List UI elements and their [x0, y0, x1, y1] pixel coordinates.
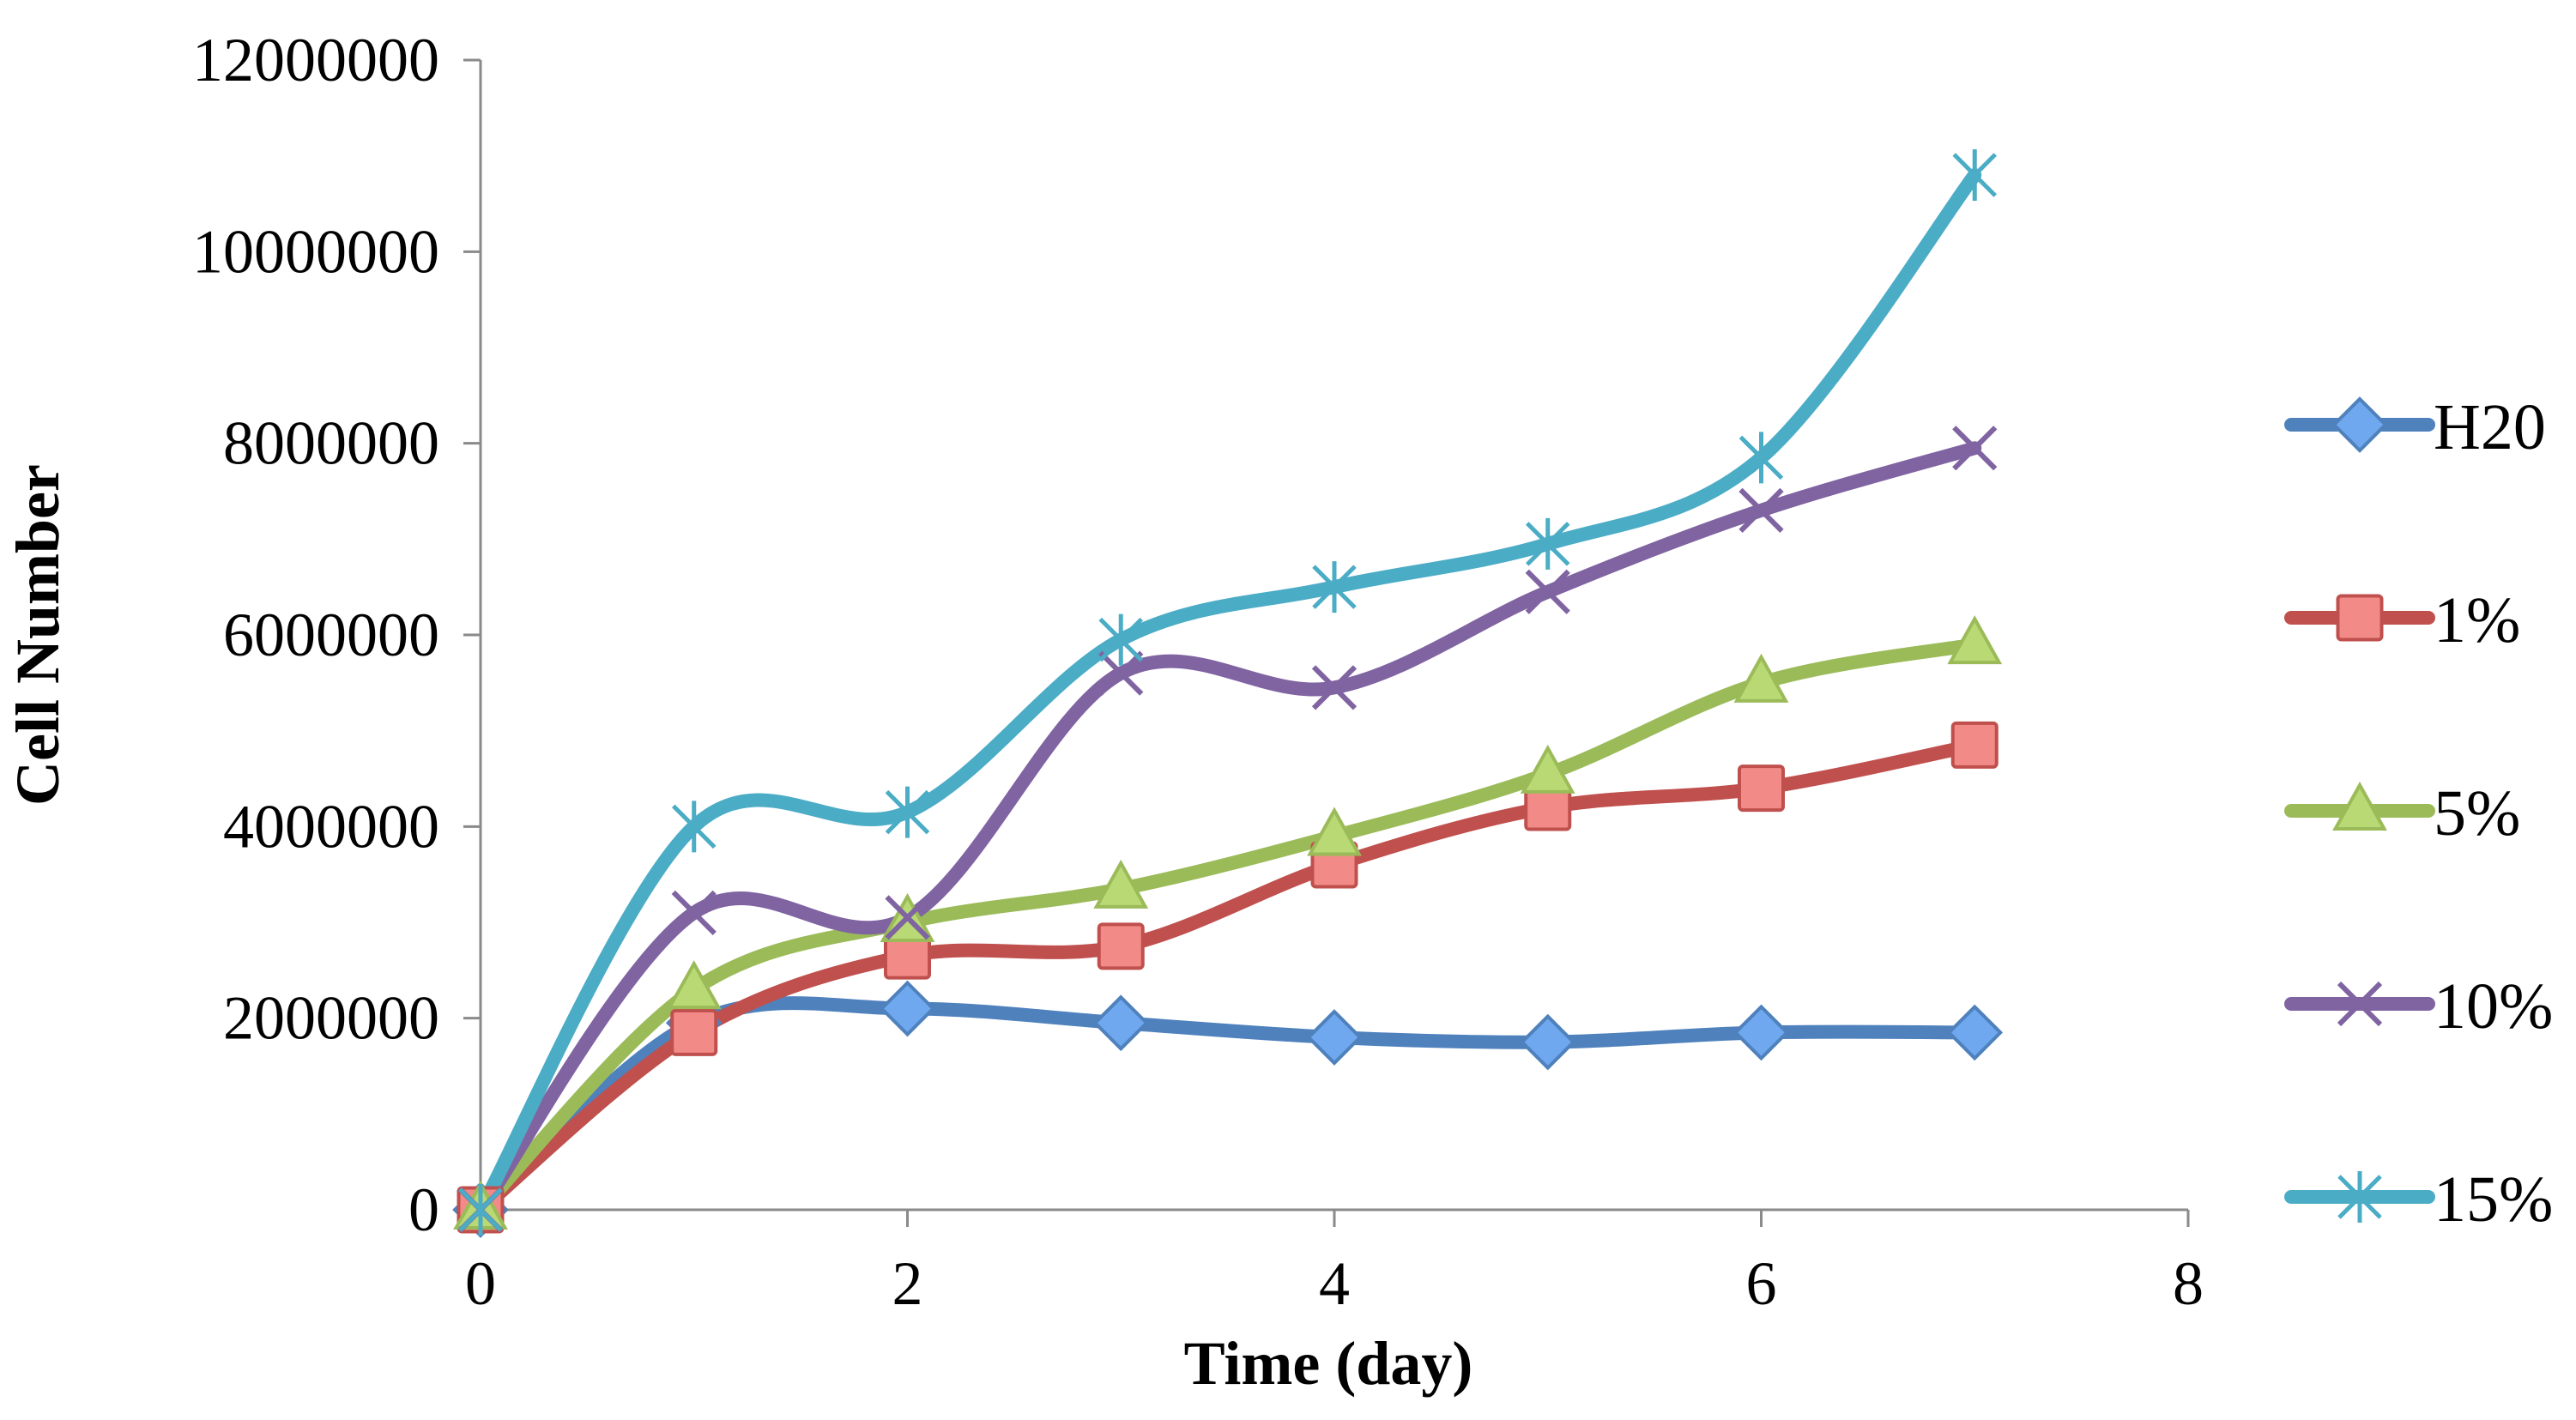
legend-marker-1pct	[2336, 594, 2384, 642]
y-axis-title: Cell Number	[3, 464, 72, 806]
data-point-h20	[1519, 1013, 1576, 1071]
legend-label-h20: H20	[2434, 391, 2546, 463]
y-tick-label: 2000000	[223, 984, 439, 1053]
y-tick-label: 10000000	[192, 217, 439, 286]
data-point-5pct	[1733, 653, 1789, 703]
data-point-10pct	[671, 890, 717, 935]
legend-label-5pct: 5%	[2434, 777, 2520, 849]
y-tick-label: 4000000	[223, 792, 439, 861]
data-point-10pct	[1525, 569, 1570, 614]
y-tick-label: 12000000	[192, 26, 439, 94]
data-point-10pct	[1738, 487, 1784, 533]
data-point-5pct	[1307, 807, 1362, 856]
data-point-1pct	[670, 1008, 718, 1056]
data-point-h20	[1306, 1009, 1363, 1066]
data-point-5pct	[1520, 744, 1575, 794]
legend-marker-10pct	[2337, 981, 2383, 1027]
data-point-10pct	[1311, 665, 1358, 710]
data-point-10pct	[1952, 426, 1998, 471]
data-point-15pct	[458, 1184, 503, 1236]
legend-label-15pct: 15%	[2434, 1163, 2553, 1236]
legend-marker-15pct	[2337, 1171, 2382, 1223]
data-point-h20	[1092, 994, 1150, 1052]
legend-label-1pct: 1%	[2434, 584, 2520, 656]
data-point-1pct	[1738, 764, 1785, 813]
data-point-10pct	[1098, 650, 1144, 696]
y-tick-label: 8000000	[223, 409, 439, 478]
x-tick-label: 4	[1319, 1249, 1350, 1318]
legend-marker-5pct	[2332, 781, 2387, 831]
data-point-5pct	[1947, 615, 2003, 665]
data-point-1pct	[1097, 922, 1145, 970]
data-point-5pct	[666, 960, 722, 1010]
data-point-15pct	[1952, 149, 1998, 201]
data-point-h20	[879, 980, 936, 1037]
x-tick-label: 0	[465, 1249, 496, 1318]
data-point-h20	[1732, 1004, 1790, 1061]
data-point-5pct	[1093, 859, 1149, 909]
x-tick-label: 8	[2173, 1249, 2204, 1318]
x-tick-label: 2	[892, 1249, 923, 1318]
y-tick-label: 6000000	[223, 601, 439, 669]
data-point-15pct	[1312, 561, 1357, 613]
data-point-15pct	[885, 786, 930, 838]
data-point-h20	[1946, 1004, 2004, 1061]
data-point-1pct	[1950, 721, 1999, 769]
data-point-15pct	[1098, 613, 1144, 666]
x-tick-label: 6	[1746, 1249, 1777, 1318]
data-point-15pct	[1525, 517, 1570, 570]
data-point-15pct	[1738, 432, 1784, 484]
x-axis-title: Time (day)	[1184, 1329, 1473, 1398]
data-point-10pct	[885, 895, 930, 940]
legend-marker-h20	[2331, 396, 2388, 453]
y-tick-label: 0	[408, 1175, 439, 1244]
legend-label-10pct: 10%	[2434, 970, 2553, 1042]
data-point-15pct	[671, 801, 717, 853]
